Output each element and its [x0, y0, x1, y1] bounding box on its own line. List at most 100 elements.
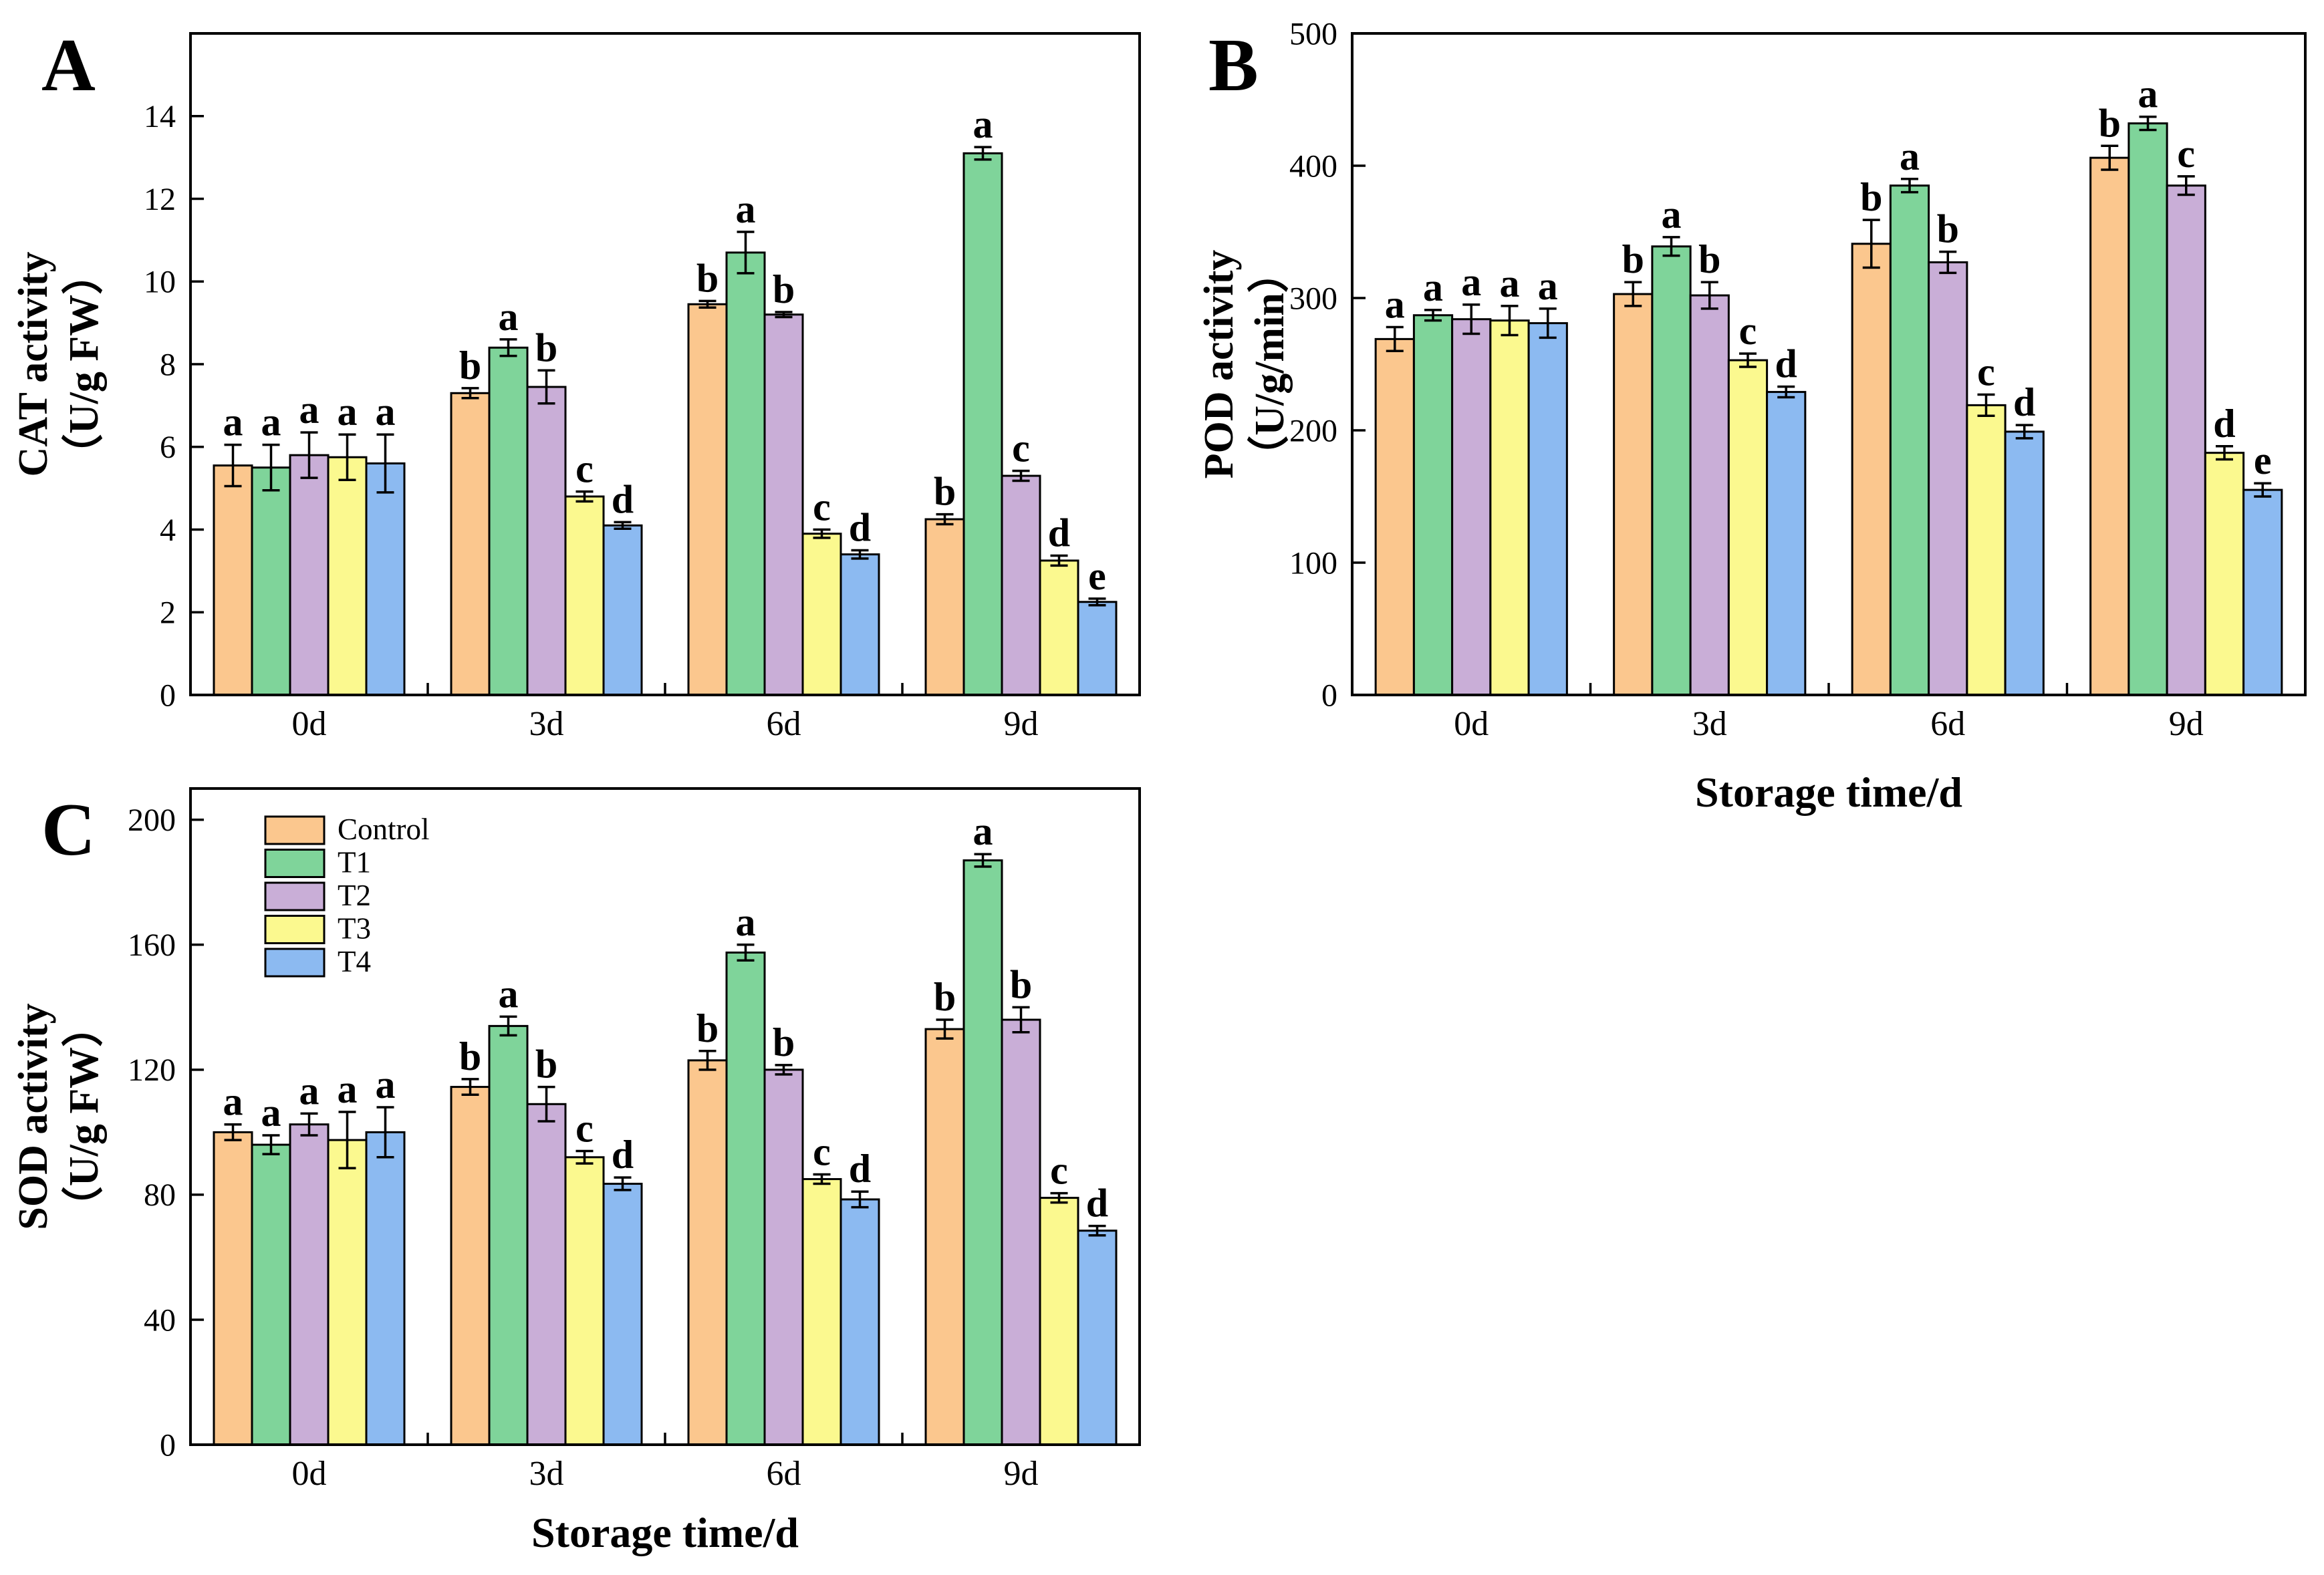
x-category-label: 9d: [1004, 705, 1039, 743]
sig-letter: b: [459, 1034, 481, 1079]
sig-letter: a: [299, 1068, 319, 1113]
y-tick-label: 40: [144, 1302, 176, 1338]
y-axis-title-cat-line1: CAT activity: [11, 251, 56, 477]
bar: [488, 1024, 529, 1446]
sig-letter: a: [337, 1067, 357, 1111]
sig-letter: c: [1977, 350, 1995, 394]
error-bar: [2015, 424, 2033, 440]
bar: [1851, 243, 1892, 696]
bar: [289, 1123, 330, 1446]
error-bar: [1539, 307, 1557, 339]
bar: [1766, 391, 1807, 696]
sig-letter: a: [499, 972, 519, 1016]
legend-label: Control: [338, 813, 430, 846]
bar: [1689, 294, 1730, 696]
bar: [725, 952, 766, 1446]
bar: [1412, 314, 1454, 696]
bar: [1374, 337, 1415, 696]
sig-letter: b: [696, 1006, 719, 1050]
sig-letter: b: [1010, 962, 1032, 1006]
error-bar: [537, 369, 555, 405]
sig-letter: b: [1698, 237, 1720, 281]
error-bar: [338, 433, 356, 481]
y-axis-title-sod-line1: SOD activity: [11, 1003, 56, 1230]
error-bar: [338, 1111, 356, 1169]
error-bar: [1862, 219, 1880, 269]
y-axis-title-sod: SOD activity （U/g FW）: [8, 789, 110, 1445]
bar: [526, 386, 567, 696]
y-tick-label: 400: [1289, 148, 1337, 184]
error-bar: [499, 1015, 517, 1037]
error-bar: [376, 433, 394, 494]
error-bar: [2139, 115, 2157, 132]
bar: [840, 553, 880, 696]
bar: [1039, 559, 1079, 696]
bar: [327, 456, 368, 696]
sig-letter: b: [2099, 101, 2121, 145]
sig-letter: a: [1900, 134, 1920, 178]
bar: [840, 1198, 880, 1446]
y-axis-title-pod: POD activity （U/g/min）: [1194, 33, 1295, 695]
error-bar: [698, 299, 717, 309]
error-bar: [851, 549, 869, 560]
error-bar: [224, 1123, 242, 1141]
x-category-label: 6d: [1930, 705, 1965, 743]
error-bar: [1501, 305, 1519, 337]
error-bar: [1777, 385, 1795, 399]
sig-letter: a: [375, 1062, 395, 1107]
sig-letter: b: [773, 267, 795, 311]
error-bar: [1050, 1191, 1068, 1204]
error-bar: [1738, 352, 1757, 368]
y-tick-label: 300: [1289, 281, 1337, 316]
sig-letter: c: [2177, 132, 2195, 176]
sig-letter: c: [1012, 426, 1030, 470]
error-bar: [775, 1064, 793, 1076]
x-category-label: 3d: [529, 705, 564, 743]
bar: [450, 392, 491, 696]
bar: [687, 303, 728, 696]
x-category-label: 9d: [1004, 1455, 1039, 1493]
error-bar: [1901, 178, 1919, 194]
bar: [1889, 184, 1930, 696]
sig-letter: d: [1775, 342, 1797, 386]
error-bar: [974, 146, 992, 161]
bar: [564, 1156, 605, 1446]
error-bar: [2177, 175, 2195, 196]
error-bar: [262, 443, 280, 492]
error-bar: [575, 1149, 594, 1165]
error-bar: [775, 311, 793, 319]
error-bar: [737, 944, 755, 962]
error-bar: [262, 1134, 280, 1155]
bar: [924, 518, 965, 696]
error-bar: [1088, 597, 1106, 607]
x-category-label: 6d: [767, 705, 801, 743]
error-bar: [851, 1190, 869, 1209]
bar: [365, 462, 406, 696]
error-bar: [813, 1173, 831, 1185]
sig-letter: a: [1385, 283, 1405, 327]
legend-swatch: [264, 881, 326, 911]
sig-letter: a: [1461, 260, 1481, 304]
y-tick-label: 160: [128, 927, 176, 963]
x-axis-title-b: Storage time/d: [1695, 768, 1962, 816]
sig-letter: d: [1086, 1181, 1108, 1226]
sig-letter: a: [1538, 264, 1558, 308]
sig-letter: b: [696, 256, 719, 300]
error-bar: [1662, 236, 1680, 257]
x-axis-title-c: Storage time/d: [531, 1509, 799, 1556]
error-bar: [614, 521, 632, 531]
y-tick-label: 10: [144, 265, 176, 300]
y-axis-title-sod-line2: （U/g FW）: [61, 1005, 107, 1228]
legend-swatch: [264, 849, 326, 878]
bar: [801, 1178, 842, 1446]
panel-label-c: C: [41, 789, 96, 871]
panel-label-a: A: [41, 24, 96, 107]
error-bar: [737, 231, 755, 275]
bar: [1966, 404, 2007, 696]
error-bar: [698, 1050, 717, 1071]
error-bar: [1050, 554, 1068, 567]
y-axis-title-pod-line2: （U/g/min）: [1247, 251, 1293, 477]
y-axis-title-cat: CAT activity （U/g FW）: [8, 33, 110, 695]
